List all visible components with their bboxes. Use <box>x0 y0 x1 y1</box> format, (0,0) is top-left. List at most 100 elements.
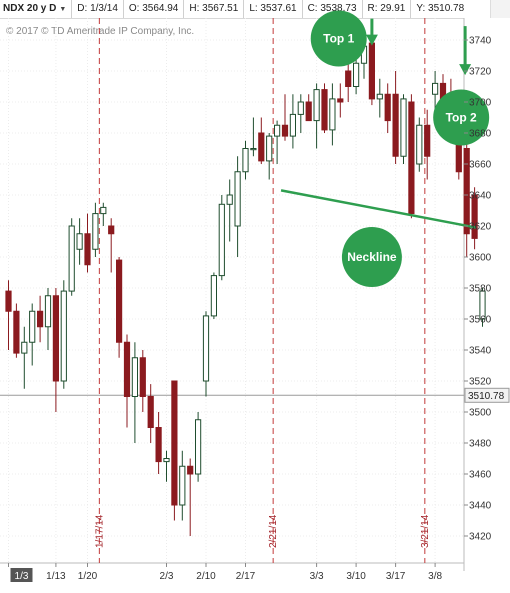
candle <box>242 140 249 180</box>
candle-body-up <box>250 148 257 151</box>
candle-body-up <box>226 194 233 205</box>
candle <box>76 218 83 265</box>
candle <box>234 156 241 257</box>
candle-body-up <box>100 206 107 215</box>
x-tick-label: 3/17 <box>386 571 406 582</box>
annotation-label: Top 1 <box>323 31 354 45</box>
date-marker-label: 2/21/14 <box>268 514 279 548</box>
candle <box>202 311 210 397</box>
x-tick-label: 1/20 <box>78 571 98 582</box>
high-readout: H: 3567.51 <box>184 0 245 18</box>
candle <box>424 109 431 180</box>
candle <box>195 412 202 482</box>
y-tick-label: 3540 <box>469 346 492 357</box>
candle-body-up <box>376 93 383 100</box>
candle <box>337 83 344 118</box>
candle-body-down <box>424 124 431 157</box>
candle-body-down <box>52 295 59 382</box>
candle-body-down <box>463 148 470 235</box>
candle-body-down <box>13 310 20 354</box>
candle-body-down <box>108 225 115 235</box>
y-readout: Y: 3510.78 <box>416 3 465 14</box>
candle <box>281 94 289 141</box>
candle-body-down <box>471 194 478 239</box>
candle-body-down <box>84 233 91 266</box>
x-tick-label: 2/17 <box>236 571 256 582</box>
candle <box>116 257 123 358</box>
candle-body-up <box>218 203 225 277</box>
candle <box>305 94 312 122</box>
x-tick-label-current[interactable]: 1/3 <box>10 568 33 582</box>
candle <box>345 63 352 102</box>
y-tick-label: 3520 <box>469 377 492 388</box>
candle-body-down <box>345 70 352 87</box>
candle <box>353 55 360 95</box>
copyright-notice: © 2017 © TD Ameritrade IP Company, Inc. <box>6 26 194 37</box>
date-axis[interactable]: 1/3 1/13 1/20 2/3 2/10 2/17 3/3 3/10 3/17 3/8 <box>8 563 443 582</box>
candle-body-up <box>400 98 407 157</box>
date-marker-label: 1/17/14 <box>94 514 105 548</box>
arrow-down-icon <box>459 64 472 76</box>
y-tick-label: 3600 <box>469 253 492 264</box>
candle-body-up <box>44 295 52 328</box>
annotation-badge <box>433 89 490 146</box>
candle-body-down <box>123 341 131 397</box>
chart-header: NDX 20 y D ▼ D: 1/3/14 O: 3564.94 H: 3567… <box>0 0 464 19</box>
side-panel-toggle[interactable] <box>490 0 510 18</box>
last-price-label: 3510.78 <box>468 391 505 402</box>
candle-body-up <box>29 310 36 343</box>
annotation-label: Top 2 <box>446 111 477 125</box>
candle-body-down <box>321 89 328 131</box>
candle <box>92 202 99 257</box>
candle-body-up <box>416 124 423 165</box>
candle <box>100 202 107 226</box>
candle <box>21 326 28 389</box>
x-tick-label: 2/10 <box>196 571 216 582</box>
date-marker-label: 3/21/14 <box>420 514 431 548</box>
y-tick-label: 3720 <box>469 67 492 78</box>
candle-body-down <box>155 427 162 463</box>
candle-body-up <box>266 135 273 162</box>
candle <box>37 295 44 343</box>
candle <box>218 195 225 281</box>
candle <box>368 40 375 106</box>
open-readout: O: 3564.94 <box>124 0 185 18</box>
candle-body-up <box>210 275 218 317</box>
candle <box>84 213 91 273</box>
candle <box>108 218 115 273</box>
x-tick-label: 2/3 <box>160 571 174 582</box>
candle-body-down <box>171 380 178 506</box>
candle <box>258 117 265 164</box>
annotation-badge <box>341 227 402 287</box>
candle-body-down <box>147 396 154 428</box>
candle <box>471 187 478 250</box>
candle-body-up <box>242 148 249 173</box>
candle <box>155 412 162 474</box>
low-readout: L: 3537.61 <box>244 0 303 18</box>
candle <box>400 94 407 164</box>
x-tick-label-box <box>10 568 33 582</box>
y-tick-label: 3620 <box>469 222 492 233</box>
candle-body-up <box>76 233 83 250</box>
y-tick-label: 3660 <box>469 160 492 171</box>
date-markers: 1/17/14 2/21/14 3/21/14 <box>94 18 431 563</box>
candle-body-up <box>234 171 241 227</box>
candle-body-down <box>281 124 289 137</box>
candle-body-down <box>392 93 399 157</box>
candle <box>68 218 75 296</box>
candle <box>289 94 296 149</box>
candle-body-up <box>131 357 139 397</box>
annotation-neckline: Neckline <box>280 189 477 287</box>
candle-body-down <box>116 259 123 343</box>
annotation-top-1: Top 1 <box>310 10 378 67</box>
candle-body-up <box>163 458 170 463</box>
candle-body-up <box>202 315 210 382</box>
candle <box>376 78 383 118</box>
neckline <box>280 189 477 229</box>
symbol-selector[interactable]: NDX 20 y D ▼ <box>0 0 73 18</box>
candle <box>187 458 194 536</box>
candle-body-up <box>60 290 67 382</box>
candle-body-down <box>368 42 375 100</box>
price-axis[interactable]: 3420 3440 3460 3480 3500 3520 3540 3560 3580 3600… <box>464 36 510 543</box>
